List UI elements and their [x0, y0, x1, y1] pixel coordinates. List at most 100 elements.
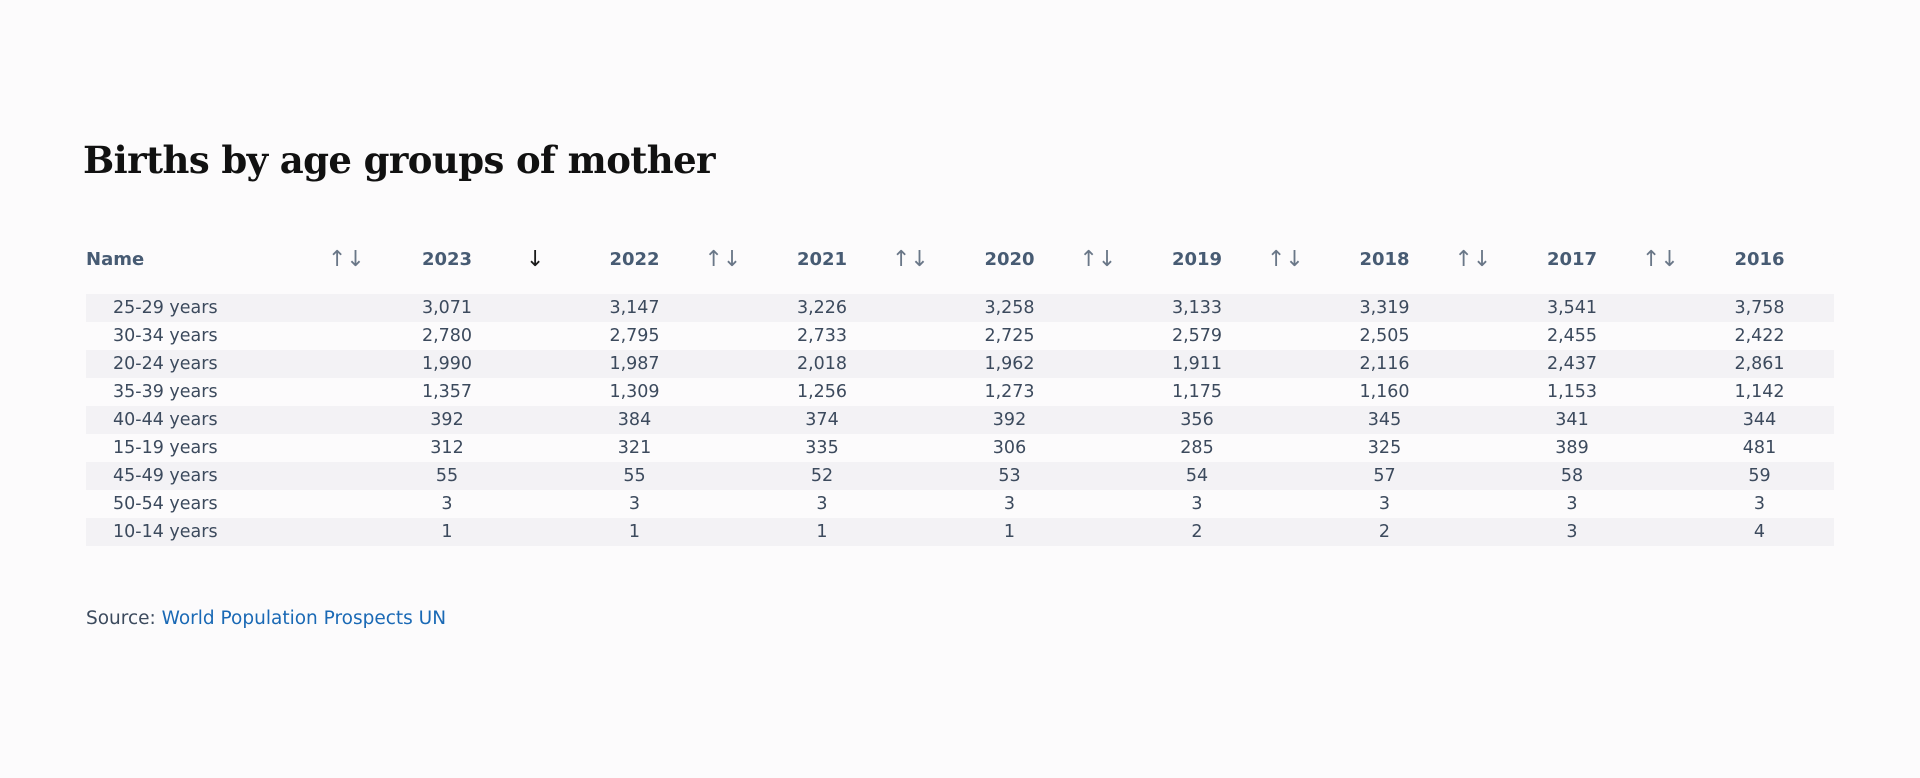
- table-row: 20-24 years 1,990 1,987 2,018 1,962 1,911 2,11…: [86, 350, 1834, 378]
- cell-value: 54: [1185, 466, 1209, 486]
- cell-value: 3: [1191, 494, 1203, 514]
- table-row: 35-39 years 1,357 1,309 1,256 1,273 1,175 1,16…: [86, 378, 1834, 406]
- column-header-2021[interactable]: 2021 ↑↓: [762, 238, 929, 280]
- cell-value: 59: [1748, 466, 1771, 486]
- column-header-2017[interactable]: 2017 ↑↓: [1512, 238, 1679, 280]
- cell-value: 321: [617, 438, 652, 458]
- row-name: 45-49 years: [113, 466, 218, 486]
- column-header-label: 2018: [1359, 248, 1410, 270]
- column-header-label: 2021: [796, 248, 848, 270]
- cell-value: 3: [441, 494, 453, 514]
- cell-value: 1,357: [421, 382, 473, 402]
- cell-value: 2,018: [796, 354, 848, 374]
- cell-value: 392: [430, 410, 464, 430]
- cell-value: 1: [628, 522, 641, 542]
- cell-value: 1,273: [984, 382, 1035, 402]
- column-header-2022[interactable]: 2022 ↑↓: [575, 238, 741, 280]
- row-name: 50-54 years: [113, 494, 218, 514]
- births-table: Name ↑↓ 2023 ↓ 2022 ↑↓ 2021 ↑↓ 2020 ↑↓ 2019 ↑↓ 201…: [86, 238, 1834, 546]
- row-name: 35-39 years: [113, 382, 218, 402]
- cell-value: 2,579: [1171, 326, 1223, 346]
- cell-value: 1: [1003, 522, 1016, 542]
- cell-value: 374: [805, 410, 839, 430]
- cell-value: 3,226: [796, 298, 848, 318]
- cell-value: 1,153: [1546, 382, 1598, 402]
- row-name: 25-29 years: [113, 298, 218, 318]
- cell-value: 2,455: [1546, 326, 1598, 346]
- sort-icon[interactable]: ↑↓: [1267, 247, 1304, 272]
- table-row: 25-29 years 3,071 3,147 3,226 3,258 3,133 3,31…: [86, 294, 1834, 322]
- cell-value: 2,795: [609, 326, 660, 346]
- cell-value: 1: [816, 522, 828, 542]
- cell-value: 57: [1373, 466, 1396, 486]
- cell-value: 3,758: [1734, 298, 1785, 318]
- cell-value: 58: [1560, 466, 1584, 486]
- cell-value: 3: [1566, 522, 1578, 542]
- cell-value: 3,133: [1171, 298, 1223, 318]
- table-row: 15-19 years 312 321 335 306 285 325 389 481: [86, 434, 1834, 462]
- sort-icon[interactable]: ↑↓: [1454, 247, 1492, 272]
- cell-value: 3,147: [609, 298, 660, 318]
- cell-value: 1,160: [1359, 382, 1410, 402]
- cell-value: 384: [617, 410, 652, 430]
- cell-value: 1,256: [796, 382, 848, 402]
- table-row: 50-54 years 3 3 3 3 3 3 3 3: [86, 490, 1834, 518]
- source-label: Source:: [86, 608, 162, 629]
- cell-value: 2,437: [1546, 354, 1598, 374]
- cell-value: 2,733: [796, 326, 848, 346]
- cell-value: 1,962: [984, 354, 1035, 374]
- cell-value: 2,505: [1359, 326, 1410, 346]
- sort-icon[interactable]: ↑↓: [704, 247, 742, 272]
- column-header-label: 2020: [984, 248, 1035, 270]
- sort-icon[interactable]: ↑↓: [892, 247, 929, 272]
- cell-value: 3: [816, 494, 828, 514]
- sort-icon[interactable]: ↑.: [1830, 247, 1835, 272]
- cell-value: 389: [1555, 438, 1589, 458]
- cell-value: 3: [1003, 494, 1016, 514]
- cell-value: 356: [1180, 410, 1214, 430]
- table-body: 25-29 years 3,071 3,147 3,226 3,258 3,133 3,31…: [86, 294, 1834, 546]
- cell-value: 3,071: [421, 298, 473, 318]
- cell-value: 2,116: [1359, 354, 1410, 374]
- column-header-label: 2022: [609, 248, 660, 270]
- cell-value: 55: [435, 466, 459, 486]
- cell-value: 285: [1180, 438, 1214, 458]
- cell-value: 2,422: [1734, 326, 1785, 346]
- table-row: 30-34 years 2,780 2,795 2,733 2,725 2,579 2,50…: [86, 322, 1834, 350]
- cell-value: 53: [998, 466, 1021, 486]
- row-name: 15-19 years: [113, 438, 218, 458]
- cell-value: 312: [430, 438, 464, 458]
- cell-value: 1,142: [1734, 382, 1785, 402]
- cell-value: 344: [1742, 410, 1777, 430]
- column-header-2018[interactable]: 2018 ↑↓: [1325, 238, 1491, 280]
- cell-value: 3: [1566, 494, 1578, 514]
- cell-value: 3: [1753, 494, 1766, 514]
- cell-value: 481: [1742, 438, 1777, 458]
- source-link[interactable]: World Population Prospects UN: [161, 608, 447, 629]
- sort-desc-icon[interactable]: ↓: [526, 247, 545, 272]
- sort-icon[interactable]: ↑↓: [1079, 247, 1117, 272]
- column-header-2016[interactable]: 2016 ↑.: [1700, 238, 1834, 280]
- cell-value: 3,258: [984, 298, 1035, 318]
- sort-icon[interactable]: ↑↓: [1642, 247, 1679, 272]
- page-title: Births by age groups of mother: [83, 138, 716, 182]
- column-header-label: 2019: [1171, 248, 1223, 270]
- column-header-2019[interactable]: 2019 ↑↓: [1137, 238, 1304, 280]
- cell-value: 1: [441, 522, 453, 542]
- cell-value: 1,987: [609, 354, 660, 374]
- cell-value: 52: [810, 466, 834, 486]
- cell-value: 392: [992, 410, 1027, 430]
- cell-value: 335: [805, 438, 839, 458]
- column-header-label: 2016: [1734, 248, 1785, 270]
- cell-value: 2: [1191, 522, 1203, 542]
- sort-icon[interactable]: ↑↓: [328, 247, 365, 272]
- column-header-2020[interactable]: 2020 ↑↓: [950, 238, 1116, 280]
- cell-value: 2,780: [421, 326, 473, 346]
- column-header-name[interactable]: Name ↑↓: [86, 238, 365, 280]
- column-header-label: 2023: [421, 248, 473, 270]
- table-row: 45-49 years 55 55 52 53 54 57 58 59: [86, 462, 1834, 490]
- cell-value: 1,309: [609, 382, 660, 402]
- row-name: 40-44 years: [113, 410, 218, 430]
- cell-value: 341: [1555, 410, 1589, 430]
- column-header-2023[interactable]: 2023 ↓: [387, 238, 545, 280]
